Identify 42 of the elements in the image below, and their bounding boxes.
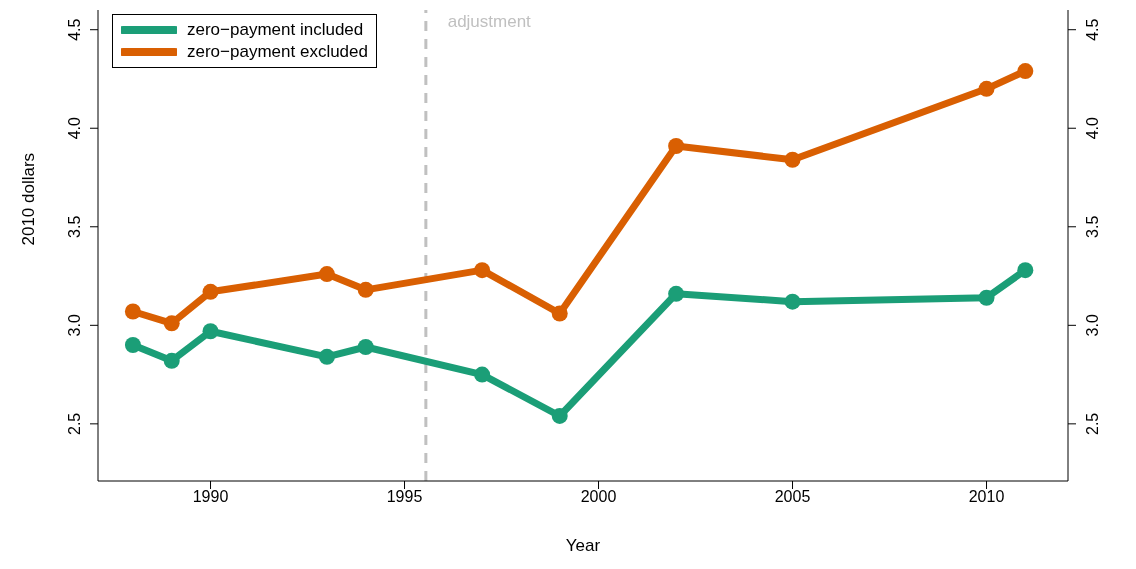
point [318,266,335,283]
ref-line-label: adjustment [447,12,532,32]
point [202,323,219,340]
x-tick-label: 2000 [580,488,617,506]
y2-tick-label: 2.5 [1084,412,1101,435]
point [551,407,568,424]
point [474,262,491,279]
point [163,352,180,369]
point [124,337,141,354]
x-tick-label: 2005 [774,488,811,506]
point [1017,262,1034,279]
point [978,80,995,97]
point [202,283,219,300]
y2-tick-label: 4.0 [1084,117,1101,140]
y2-tick-label: 3.5 [1084,215,1101,238]
legend-label: zero−payment excluded [187,41,368,63]
point [784,151,801,168]
x-axis-title: Year [565,536,601,555]
y-axis-title: 2010 dollars [19,152,39,246]
y-tick-label: 3.5 [66,215,83,238]
y2-tick-label: 3.0 [1084,314,1101,337]
y-tick-label: 4.0 [66,117,83,140]
point [1017,63,1034,80]
point [784,293,801,310]
point [668,137,685,154]
point [668,285,685,302]
point [357,338,374,355]
x-tick-label: 2010 [968,488,1005,506]
point [318,348,335,365]
point [978,289,995,306]
point [551,305,568,322]
y2-tick-label: 4.5 [1084,18,1101,41]
point [357,281,374,298]
point [124,303,141,320]
point [474,366,491,383]
legend-label: zero−payment included [187,19,364,41]
x-tick-label: 1995 [386,488,423,506]
y-tick-label: 3.0 [66,314,83,337]
x-tick-label: 1990 [192,488,229,506]
y-tick-label: 4.5 [66,18,83,41]
point [163,315,180,332]
y-tick-label: 2.5 [66,412,83,435]
